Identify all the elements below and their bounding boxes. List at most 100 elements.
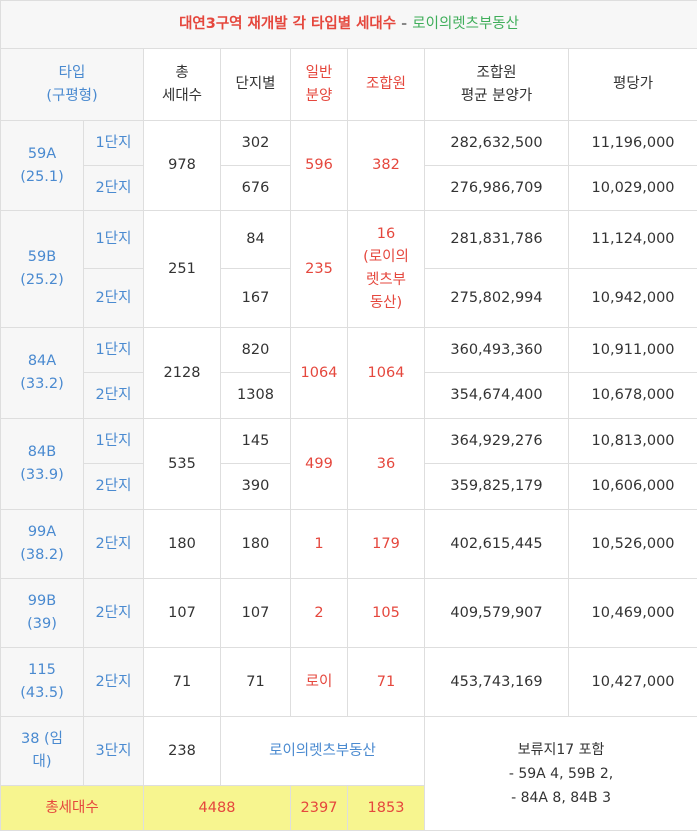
table-row: 84A (33.2) 1단지 2128 820 1064 1064 360,493,360 10… [0, 327, 697, 419]
type-cell-text: (38.2) [20, 547, 64, 563]
total-cell-text: 107 [168, 604, 196, 621]
price-per-pyeong-cell: 10,469,000 [567, 578, 697, 648]
type-cell: 59B (25.2) [0, 210, 84, 328]
header-type-text: (구평형) [46, 87, 98, 104]
total-cell-text: 251 [168, 260, 196, 277]
title-separator: - [401, 16, 408, 32]
sum-member-text: 1853 [367, 799, 405, 816]
price-per-pyeong-cell: 10,526,000 [567, 509, 697, 579]
price-per-pyeong-cell-text: 10,029,000 [591, 179, 675, 196]
price-per-pyeong-cell-text: 10,469,000 [591, 604, 675, 621]
member-cell-text: 179 [372, 535, 400, 552]
general-cell-text: 1 [314, 535, 324, 552]
price-per-pyeong-cell-text: 10,911,000 [591, 341, 675, 358]
count-cell: 145 [220, 418, 291, 464]
avg-price-cell-text: 359,825,179 [450, 478, 543, 494]
member-cell-text: 382 [372, 157, 400, 173]
complex-cell: 1단지 [83, 120, 144, 166]
price-per-pyeong-cell-text: 11,124,000 [591, 231, 675, 247]
header-type-text: 타입 [58, 64, 86, 81]
avg-price-cell: 409,579,907 [424, 578, 569, 648]
type-cell: 38 (임대) [0, 716, 84, 786]
type-cell-text: (25.1) [20, 168, 64, 185]
price-per-pyeong-cell: 10,029,000 [567, 165, 697, 211]
complex-cell-text: 1단지 [95, 432, 132, 449]
count-cell-text: 84 [246, 231, 265, 247]
member-cell-text: (로이의렛츠부동산) [363, 249, 409, 311]
reserve-note-text: - 59A 4, 59B 2, [508, 765, 614, 782]
avg-price-cell-text: 453,743,169 [450, 673, 543, 690]
header-general-text: 분양 [305, 87, 333, 104]
complex-cell-text: 2단지 [95, 604, 132, 621]
count-cell-text: 820 [241, 341, 270, 358]
type-cell: 99B (39) [0, 578, 84, 648]
total-cell: 2128 [143, 327, 221, 419]
price-per-pyeong-cell-text: 10,942,000 [591, 289, 675, 306]
price-per-pyeong-cell: 10,911,000 [567, 327, 697, 373]
member-cell: 16 (로이의렛츠부동산) [347, 210, 425, 328]
avg-price-cell-text: 354,674,400 [450, 387, 543, 403]
complex-cell-text: 2단지 [95, 478, 132, 494]
member-cell: 179 [347, 509, 425, 579]
price-per-pyeong-cell-text: 11,196,000 [591, 134, 675, 151]
complex-cell-text: 2단지 [95, 673, 132, 690]
table-row: 99B (39) 2단지 107 107 2 105 409,579,907 10,469,00… [0, 578, 697, 648]
member-cell-text: 71 [376, 673, 396, 690]
type-cell-text: 84A [27, 353, 57, 369]
avg-price-cell: 360,493,360 [424, 327, 569, 373]
complex-cell-text: 2단지 [95, 535, 132, 552]
general-cell-text: 로이 [305, 673, 333, 690]
header-member-avg-text: 조합원 [476, 64, 517, 81]
type-cell-text: (33.9) [20, 467, 64, 483]
count-cell: 820 [220, 327, 291, 373]
type-cell-text: (39) [27, 616, 57, 632]
type-cell-text: 59A [27, 145, 57, 162]
type-cell-text: 99A [27, 524, 57, 540]
header-total-text: 총 [175, 64, 189, 81]
total-cell: 251 [143, 210, 221, 328]
type-cell: 99A (38.2) [0, 509, 84, 579]
complex-cell: 2단지 [83, 372, 144, 419]
total-cell-text: 180 [168, 535, 196, 552]
complex-cell-text: 2단지 [95, 387, 132, 403]
sum-total: 4488 [143, 785, 291, 831]
price-per-pyeong-cell-text: 10,606,000 [591, 478, 675, 494]
member-cell: 71 [347, 647, 425, 717]
price-per-pyeong-cell-text: 10,678,000 [591, 387, 675, 403]
count-cell-text: 1308 [237, 387, 274, 403]
avg-price-cell-text: 281,831,786 [450, 231, 543, 247]
complex-cell: 2단지 [83, 578, 144, 648]
member-cell-text: 105 [372, 604, 400, 621]
header-general-text: 일반 [305, 64, 333, 81]
general-cell: 499 [290, 418, 348, 510]
general-cell: 1064 [290, 327, 348, 419]
total-cell: 978 [143, 120, 221, 211]
member-cell: 36 [347, 418, 425, 510]
table-row: 총세대수 4488 2397 1853 [0, 785, 697, 831]
table-row: 59A (25.1) 1단지 978 302 596 382 282,632,500 11,19… [0, 120, 697, 211]
table-row: 타입 (구평형) 총 세대수 단지별 일반 분양 조합원 조합원 평균 분양가 평당가 [0, 48, 697, 121]
avg-price-cell: 364,929,276 [424, 418, 569, 464]
header-member-avg-text: 평균 분양가 [460, 87, 533, 104]
count-cell: 676 [220, 165, 291, 211]
count-cell-text: 302 [241, 134, 270, 151]
count-cell: 302 [220, 120, 291, 166]
total-cell-text: 978 [168, 157, 196, 173]
complex-cell-text: 3단지 [95, 742, 132, 759]
header-total: 총 세대수 [143, 48, 221, 121]
count-cell-text: 145 [241, 432, 270, 449]
complex-cell: 1단지 [83, 210, 144, 269]
table-row: 2단지 1308 354,674,400 10,678,000 [1, 372, 697, 419]
avg-price-cell-text: 275,802,994 [450, 289, 543, 306]
count-cell-text: 676 [241, 179, 270, 196]
complex-cell: 1단지 [83, 418, 144, 464]
type-cell-text: (25.2) [20, 272, 64, 288]
sum-member: 1853 [347, 785, 425, 831]
type-cell: 84B (33.9) [0, 418, 84, 510]
price-per-pyeong-cell: 10,678,000 [567, 372, 697, 419]
general-cell-text: 235 [305, 260, 333, 277]
header-member-text: 조합원 [365, 76, 407, 92]
total-cell: 238 [143, 716, 221, 786]
